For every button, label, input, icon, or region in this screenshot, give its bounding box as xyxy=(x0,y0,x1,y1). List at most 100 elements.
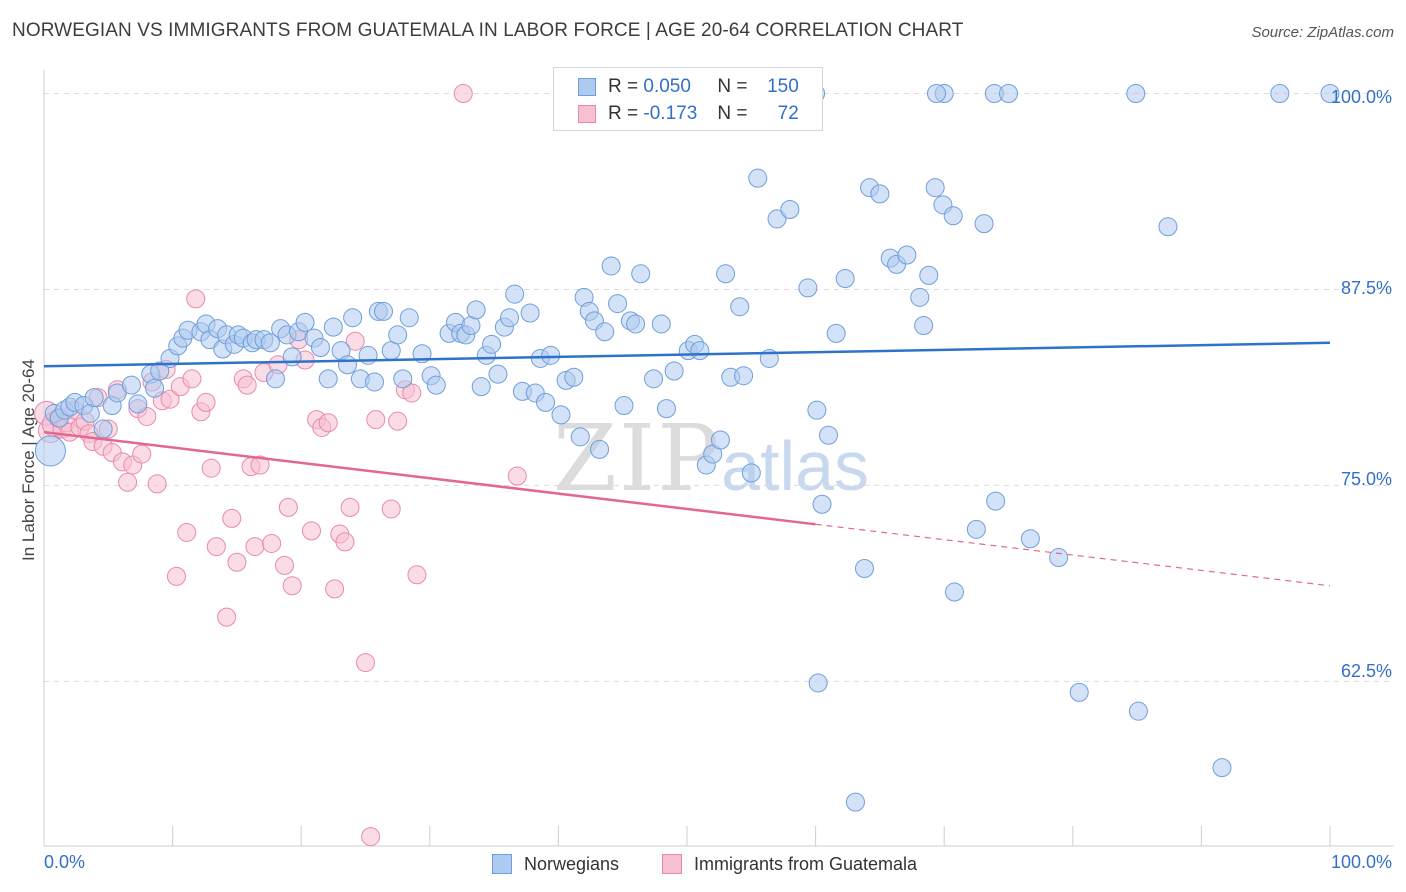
legend-item-norwegians[interactable]: Norwegians xyxy=(492,852,619,876)
norwegian-point xyxy=(282,347,302,367)
norwegian-point xyxy=(93,419,113,439)
guatemala-point xyxy=(262,533,282,553)
norwegian-point xyxy=(1020,529,1040,549)
norwegian-point xyxy=(944,582,964,602)
norwegian-point xyxy=(399,308,419,328)
norwegian-point xyxy=(664,361,684,381)
norwegian-point xyxy=(466,300,486,320)
r-label: R = xyxy=(608,103,639,124)
norwegian-point xyxy=(835,269,855,289)
pink-swatch xyxy=(662,854,682,874)
norwegian-point xyxy=(1320,84,1340,104)
norwegian-point xyxy=(536,392,556,412)
stats-legend: R = 0.050 N = 150 R = -0.173 N = 72 xyxy=(553,67,823,131)
norwegian-point xyxy=(925,178,945,198)
r-value: -0.173 xyxy=(643,103,698,124)
norwegian-point xyxy=(614,395,634,415)
norwegian-point xyxy=(388,325,408,345)
guatemala-point xyxy=(201,458,221,478)
norwegian-point xyxy=(343,308,363,328)
norwegian-point xyxy=(734,366,754,386)
watermark-zip: ZIP xyxy=(553,405,722,512)
norwegian-point xyxy=(710,430,730,450)
norwegian-point xyxy=(488,364,508,384)
norwegian-point xyxy=(505,284,525,304)
guatemala-point xyxy=(182,369,202,389)
norwegian-point xyxy=(601,256,621,276)
guatemala-point xyxy=(186,289,206,309)
guatemala-point xyxy=(325,579,345,599)
trend-lines xyxy=(43,341,1331,587)
guatemala-point xyxy=(250,455,270,475)
norwegian-point xyxy=(608,294,628,314)
norwegian-point xyxy=(1158,217,1178,237)
norwegian-point xyxy=(365,372,385,392)
blue-swatch xyxy=(492,854,512,874)
norwegian-point xyxy=(651,314,671,334)
norwegian-point xyxy=(121,375,141,395)
norwegian-point xyxy=(295,312,315,332)
norwegian-point xyxy=(595,322,615,342)
norwegian-point xyxy=(84,388,104,408)
guatemala-point xyxy=(335,532,355,552)
norwegian-point xyxy=(323,317,343,337)
norwegian-point xyxy=(807,400,827,420)
norwegian-point xyxy=(690,341,710,361)
norwegian-point xyxy=(656,399,676,419)
legend-label: Norwegians xyxy=(524,853,620,874)
guatemala-point xyxy=(227,552,247,572)
guatemala-point xyxy=(222,508,242,528)
norwegian-point xyxy=(631,264,651,284)
legend-row-guatemala: R = -0.173 N = 72 xyxy=(578,101,799,127)
norwegian-point xyxy=(1128,701,1148,721)
norwegian-point xyxy=(1212,758,1232,778)
y-tick-label: 62.5% xyxy=(1340,661,1392,681)
guatemala-point xyxy=(147,474,167,494)
y-tick-label: 100.0% xyxy=(1330,87,1392,107)
norwegian-point xyxy=(570,427,590,447)
norwegian-point xyxy=(564,367,584,387)
norwegian-point xyxy=(974,214,994,234)
guatemala-point xyxy=(206,537,226,557)
n-value: 72 xyxy=(777,103,799,124)
norwegian-point xyxy=(1069,682,1089,702)
r-value: 0.050 xyxy=(643,76,691,97)
guatemala-point xyxy=(345,331,365,351)
guatemala-point xyxy=(361,827,381,847)
x-tick-label-min: 0.0% xyxy=(44,852,86,872)
legend-item-guatemala[interactable]: Immigrants from Guatemala xyxy=(662,852,917,876)
norwegian-point xyxy=(926,84,946,104)
norwegian-point xyxy=(741,463,761,483)
guatemala-point xyxy=(217,607,237,627)
norwegian-point xyxy=(818,425,838,445)
guatemala-point xyxy=(402,383,422,403)
guatemala-point xyxy=(160,389,180,409)
norwegian-point xyxy=(34,435,66,467)
legend-row-norwegians: R = 0.050 N = 150 xyxy=(578,74,799,100)
guatemala-point xyxy=(507,466,527,486)
blue-swatch xyxy=(578,78,596,96)
norwegian-point xyxy=(986,491,1006,511)
guatemala-point xyxy=(118,472,138,492)
guatemala-point xyxy=(407,565,427,585)
guatemala-point xyxy=(237,375,257,395)
norwegian-point xyxy=(337,355,357,375)
norwegian-trend-line xyxy=(43,341,1331,368)
y-tick-label: 87.5% xyxy=(1340,278,1392,298)
guatemala-point xyxy=(388,411,408,431)
pink-swatch xyxy=(578,105,596,123)
norwegian-point xyxy=(644,369,664,389)
guatemala-points xyxy=(34,84,527,847)
guatemala-point xyxy=(340,497,360,517)
norwegian-point xyxy=(730,297,750,317)
source-label: Source: ZipAtlas.com xyxy=(1251,24,1394,41)
norwegian-point xyxy=(318,369,338,389)
norwegian-points xyxy=(34,84,1340,812)
norwegian-point xyxy=(854,559,874,579)
norwegian-point xyxy=(966,519,986,539)
norwegian-point xyxy=(128,394,148,414)
guatemala-point xyxy=(278,497,298,517)
guatemala-point xyxy=(366,410,386,430)
guatemala-point xyxy=(274,555,294,575)
